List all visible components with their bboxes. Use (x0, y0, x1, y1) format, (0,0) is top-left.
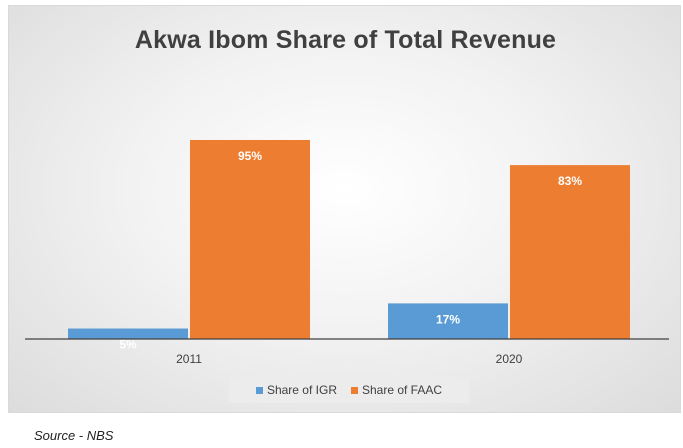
bar-share-of-faac-2020 (510, 165, 630, 339)
x-tick-label-2020: 2020 (496, 352, 523, 366)
legend-swatch-igr (255, 386, 263, 394)
data-label-share-of-igr-2020: 17% (436, 312, 460, 326)
bar-share-of-igr-2020 (388, 303, 508, 339)
legend-item-igr: Share of IGR (255, 383, 337, 397)
legend-label-faac: Share of FAAC (361, 383, 443, 397)
chart-title: Akwa Ibom Share of Total Revenue (134, 26, 557, 54)
data-label-share-of-faac-2020: 83% (558, 174, 582, 188)
data-label-share-of-faac-2011: 95% (238, 149, 262, 163)
legend-item-faac: Share of FAAC (350, 383, 443, 397)
chart-plot: 5% 95% 2011 17% 83% 2020 (25, 139, 669, 366)
bar-share-of-faac-2011 (190, 139, 310, 339)
bar-share-of-igr-2011 (68, 328, 188, 339)
x-tick-label-2011: 2011 (176, 352, 202, 366)
legend-label-igr: Share of IGR (266, 383, 337, 397)
legend: Share of IGR Share of FAAC (229, 377, 469, 403)
data-label-share-of-igr-2011: 5% (119, 338, 137, 352)
chart-frame: Akwa Ibom Share of Total Revenue 5% 95% 20… (8, 5, 681, 413)
source-note: Source - NBS (34, 428, 114, 443)
legend-swatch-faac (350, 386, 358, 394)
